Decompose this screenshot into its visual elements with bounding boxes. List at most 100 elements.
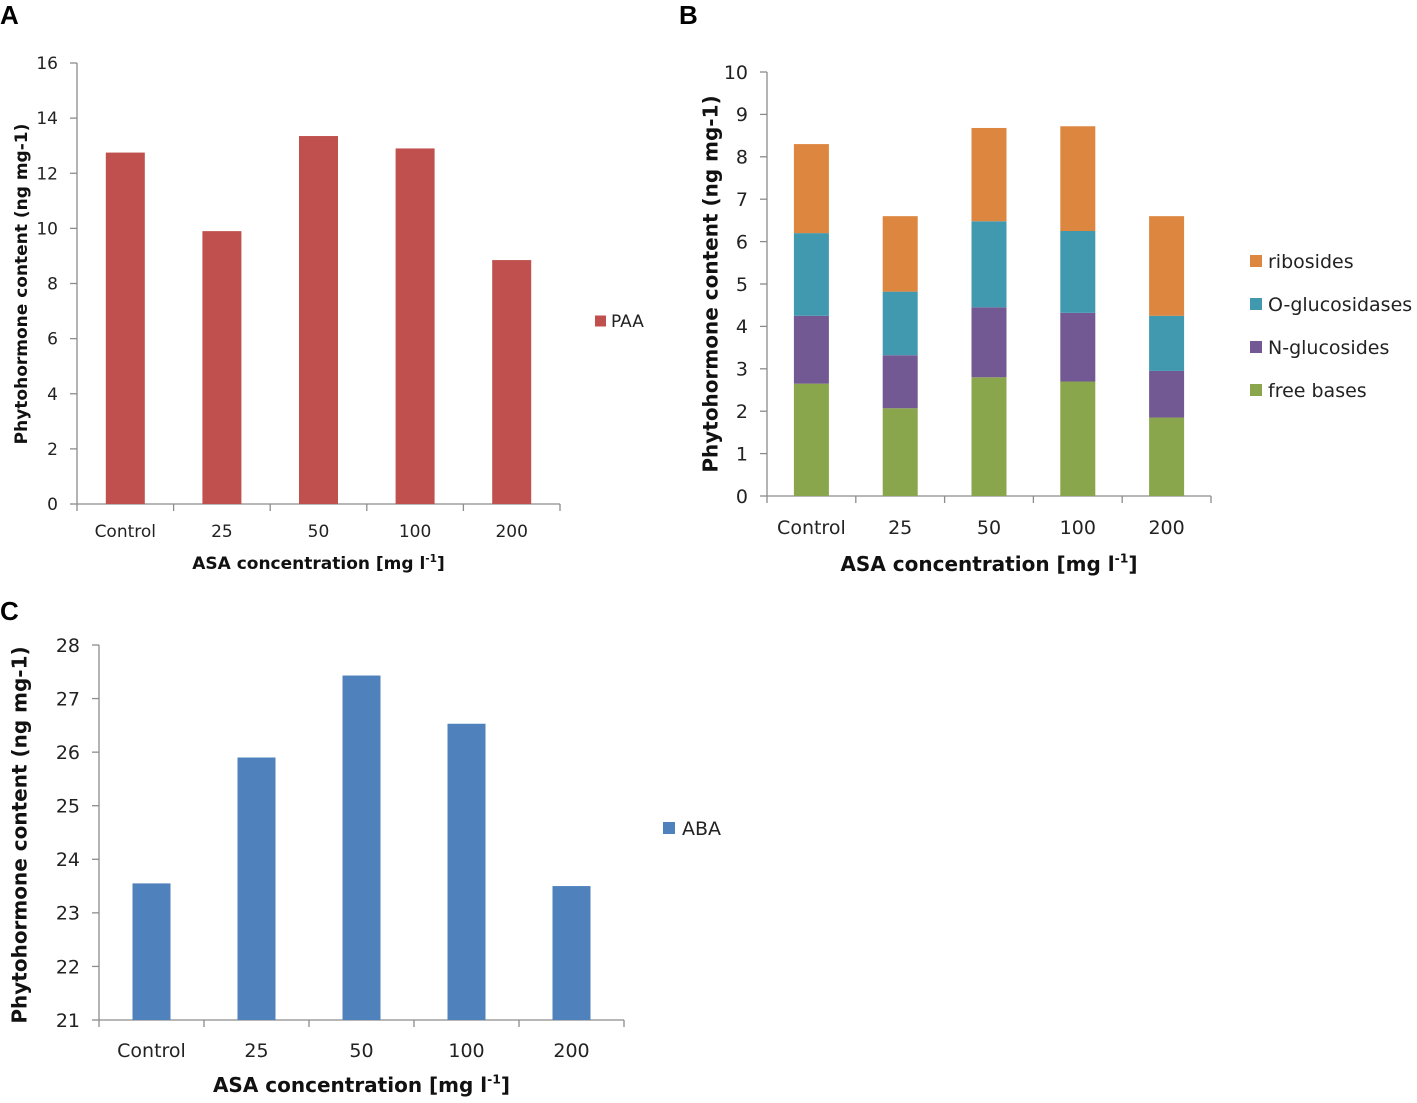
y-tick-label: 5 xyxy=(736,274,748,296)
bar-o-glucosidases-25 xyxy=(882,291,918,356)
bar-n-glucosides-25 xyxy=(882,355,918,409)
y-axis-title: Phytohormone content (ng mg-1) xyxy=(12,124,32,445)
bar-n-glucosides-200 xyxy=(1149,370,1185,418)
bar-aba-25 xyxy=(237,757,276,1020)
x-axis-title-main: ASA concentration [mg l xyxy=(192,554,425,574)
y-tick-label: 6 xyxy=(736,231,748,253)
y-tick-label: 21 xyxy=(56,1010,80,1032)
x-tick-label: Control xyxy=(117,1040,186,1062)
x-tick-label: 100 xyxy=(448,1040,484,1062)
bar-o-glucosidases-50 xyxy=(971,221,1007,308)
x-tick-label: Control xyxy=(777,517,846,539)
legend-swatch xyxy=(1250,298,1262,310)
y-tick-label: 12 xyxy=(36,164,58,184)
bar-ribosides-control xyxy=(793,144,829,234)
y-tick-label: 8 xyxy=(736,147,748,169)
x-axis-title-end: ] xyxy=(437,554,445,574)
bar-aba-50 xyxy=(342,675,381,1020)
legend-label: ribosides xyxy=(1268,251,1354,273)
y-tick-label: 8 xyxy=(47,275,58,295)
y-tick-label: 1 xyxy=(736,443,748,465)
bar-n-glucosides-control xyxy=(793,315,829,384)
bar-paa-200 xyxy=(492,260,532,504)
x-axis-title-end: ] xyxy=(1128,552,1137,576)
bar-paa-100 xyxy=(395,148,435,504)
bar-free-bases-25 xyxy=(882,408,918,496)
x-axis-title: ASA concentration [mg l-1] xyxy=(840,551,1137,576)
x-tick-label: 50 xyxy=(308,522,330,542)
bar-ribosides-200 xyxy=(1149,216,1185,316)
y-tick-label: 4 xyxy=(736,316,748,338)
y-tick-label: 7 xyxy=(736,189,748,211)
bar-ribosides-50 xyxy=(971,127,1007,222)
x-tick-label: 200 xyxy=(495,522,527,542)
y-tick-label: 16 xyxy=(36,54,58,74)
bar-free-bases-control xyxy=(793,383,829,496)
y-tick-label: 10 xyxy=(36,219,58,239)
legend-swatch xyxy=(1250,384,1262,396)
bar-free-bases-50 xyxy=(971,377,1007,496)
x-tick-label: 50 xyxy=(349,1040,373,1062)
y-tick-label: 27 xyxy=(56,688,80,710)
y-tick-label: 0 xyxy=(47,495,58,515)
bar-aba-100 xyxy=(447,723,486,1020)
y-axis-title: Phytohormone content (ng mg-1) xyxy=(8,646,32,1023)
x-axis-title: ASA concentration [mg l-1] xyxy=(213,1072,510,1097)
y-tick-label: 26 xyxy=(56,742,80,764)
legend-label: ABA xyxy=(682,818,721,840)
chart-panel-a: A 0 2 4 6 8 10 12 14 16 Control 25 50 100 200 ASA conce… xyxy=(0,0,644,574)
bar-n-glucosides-50 xyxy=(971,307,1007,378)
bar-ribosides-25 xyxy=(882,216,918,292)
legend: ABA xyxy=(663,818,721,840)
panel-label: C xyxy=(0,596,19,626)
x-tick-label: 100 xyxy=(399,522,431,542)
x-tick-label: Control xyxy=(95,522,156,542)
bar-free-bases-200 xyxy=(1149,417,1185,496)
legend-label: PAA xyxy=(611,312,644,332)
y-tick-label: 6 xyxy=(47,330,58,350)
y-tick-label: 23 xyxy=(56,903,80,925)
panel-label: B xyxy=(679,0,698,30)
y-tick-label: 2 xyxy=(47,440,58,460)
bar-o-glucosidases-200 xyxy=(1149,315,1185,371)
bar-ribosides-100 xyxy=(1060,126,1096,231)
x-tick-label: 200 xyxy=(553,1040,589,1062)
x-tick-label: 25 xyxy=(211,522,233,542)
y-tick-label: 22 xyxy=(56,956,80,978)
x-axis-title-sup: -1 xyxy=(1115,551,1129,566)
x-tick-label: 200 xyxy=(1148,517,1184,539)
bar-aba-200 xyxy=(552,886,591,1020)
legend-swatch xyxy=(1250,341,1262,353)
bar-free-bases-100 xyxy=(1060,381,1096,496)
y-tick-label: 9 xyxy=(736,104,748,126)
legend-swatch xyxy=(663,822,675,834)
legend-label: N-glucosides xyxy=(1268,337,1389,359)
y-tick-label: 4 xyxy=(47,385,58,405)
bar-paa-control xyxy=(105,152,145,504)
legend-swatch xyxy=(1250,255,1262,267)
y-tick-label: 3 xyxy=(736,359,748,381)
bar-o-glucosidases-control xyxy=(793,233,829,316)
bar-n-glucosides-100 xyxy=(1060,312,1096,382)
legend-label: O-glucosidases xyxy=(1268,294,1412,316)
y-axis-title: Phytohormone content (ng mg-1) xyxy=(699,95,723,472)
y-tick-label: 28 xyxy=(56,635,80,657)
y-tick-label: 2 xyxy=(736,401,748,423)
y-tick-label: 24 xyxy=(56,849,80,871)
x-tick-label: 25 xyxy=(244,1040,268,1062)
x-tick-label: 100 xyxy=(1060,517,1096,539)
y-tick-label: 10 xyxy=(724,62,748,84)
legend-label: free bases xyxy=(1268,380,1367,402)
chart-panel-b: B 0 1 2 3 4 5 6 7 8 9 10 Control 25 50 100 200 ASA concen… xyxy=(679,0,1412,576)
y-tick-label: 0 xyxy=(736,486,748,508)
x-axis-title-sup: -1 xyxy=(487,1072,501,1087)
bar-paa-50 xyxy=(299,136,338,504)
chart-panel-c: C 21 22 23 24 25 26 27 28 Control 25 50 100 200 ASA co… xyxy=(0,596,721,1097)
x-axis-title-sup: -1 xyxy=(425,553,437,565)
x-axis-title: ASA concentration [mg l-1] xyxy=(192,553,445,574)
x-axis-title-main: ASA concentration [mg l xyxy=(840,552,1114,576)
x-tick-label: 50 xyxy=(977,517,1001,539)
legend: PAA xyxy=(595,312,644,332)
y-tick-label: 14 xyxy=(36,109,58,129)
